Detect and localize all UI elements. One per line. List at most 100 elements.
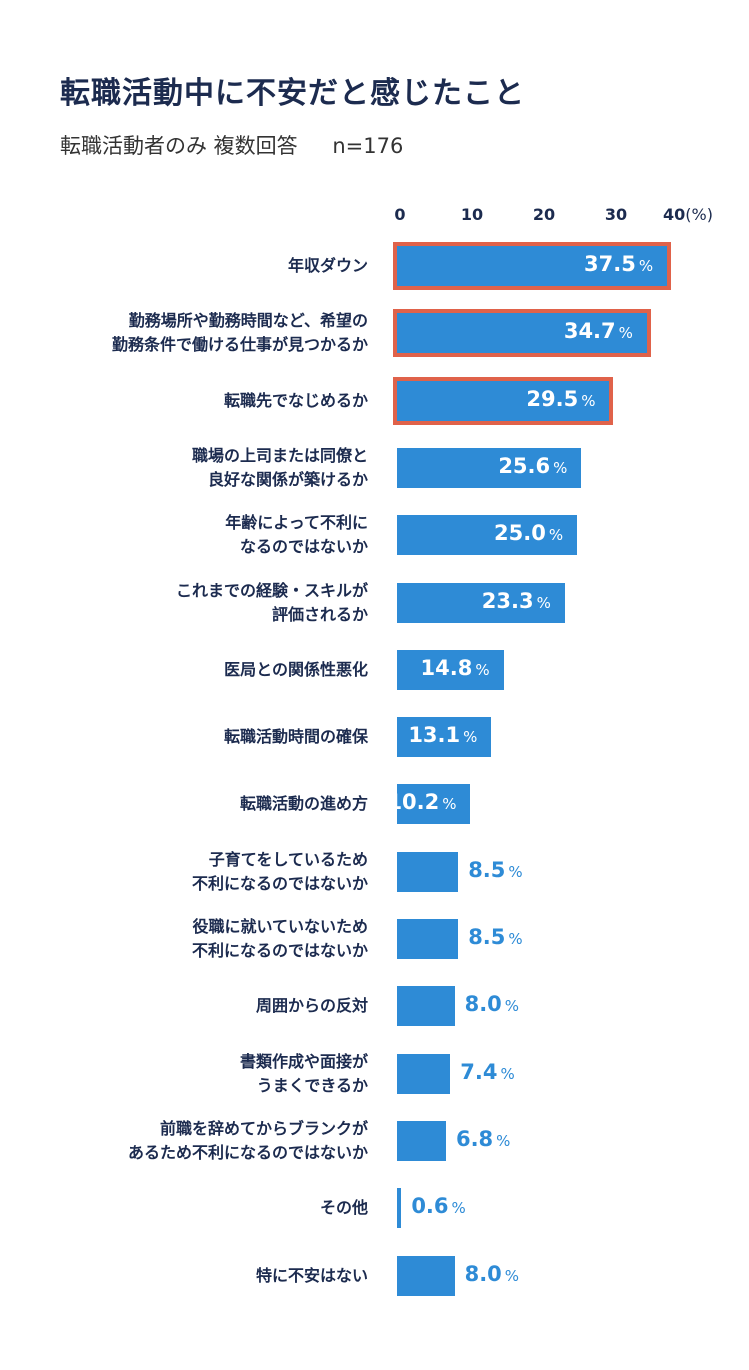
category-label: 年齢によって不利に なるのではないか bbox=[225, 511, 368, 559]
value-number: 8.0 bbox=[464, 992, 502, 1017]
bar bbox=[397, 1255, 455, 1296]
category-label-line: 勤務場所や勤務時間など、希望の bbox=[128, 311, 368, 331]
x-axis-unit: (%) bbox=[685, 205, 713, 224]
x-tick-label: 30 bbox=[604, 205, 628, 224]
bar bbox=[397, 1053, 451, 1094]
category-label-line: 書類作成や面接が bbox=[239, 1051, 368, 1071]
category-label-line: うまくできるか bbox=[256, 1075, 368, 1095]
category-label: 周囲からの反対 bbox=[256, 994, 368, 1018]
value-unit: % bbox=[508, 930, 523, 948]
x-tick-label: 20 bbox=[532, 205, 556, 224]
value-label: 34.7% bbox=[564, 319, 633, 343]
value-unit: % bbox=[504, 997, 520, 1016]
category-label-line: 不利になるのではないか bbox=[191, 941, 368, 960]
category-label-line: 転職先でなじめるか bbox=[223, 390, 368, 410]
value-label: 13.1% bbox=[408, 723, 477, 747]
value-label: 8.0% bbox=[465, 992, 519, 1016]
category-label-line: 年収ダウン bbox=[287, 256, 368, 275]
value-number: 7.4 bbox=[460, 1059, 498, 1084]
category-label: これまでの経験・スキルが 評価されるか bbox=[176, 579, 368, 627]
chart-subtitle: 転職活動者のみ 複数回答 n=176 bbox=[60, 130, 403, 160]
chart-title: 転職活動中に不安だと感じたこと bbox=[60, 76, 525, 111]
category-label-line: 転職活動時間の確保 bbox=[223, 727, 368, 747]
category-label-line: 評価されるか bbox=[271, 604, 368, 624]
sample-size: n=176 bbox=[332, 134, 404, 158]
bar bbox=[397, 986, 455, 1027]
category-label: 医局との関係性悪化 bbox=[224, 658, 368, 682]
value-label: 37.5% bbox=[584, 252, 653, 276]
category-label: 職場の上司または同僚と良好な関係が築けるか bbox=[192, 444, 368, 492]
category-label: 前職を辞めてからブランクがあるため不利になるのではないか bbox=[128, 1117, 368, 1165]
value-number: 10.2 bbox=[387, 790, 440, 815]
value-number: 29.5 bbox=[526, 386, 579, 411]
value-number: 13.1 bbox=[408, 723, 461, 748]
bar bbox=[397, 447, 582, 488]
value-label: 10.2% bbox=[387, 790, 456, 814]
value-unit: % bbox=[548, 526, 564, 545]
bar bbox=[397, 515, 577, 556]
bar bbox=[393, 309, 651, 358]
value-number: 34.7 bbox=[563, 319, 616, 344]
value-unit: % bbox=[442, 795, 457, 814]
category-label-line: 特に不安はない bbox=[255, 1265, 368, 1285]
bar bbox=[397, 649, 504, 690]
value-number: 23.3 bbox=[481, 588, 534, 613]
value-label: 0.6% bbox=[411, 1194, 465, 1218]
category-label: 書類作成や面接がうまくできるか bbox=[240, 1050, 368, 1098]
value-unit: % bbox=[553, 458, 568, 477]
category-label-line: 不利になるのではないか bbox=[191, 873, 368, 893]
category-label-line: あるため不利になるのではないか bbox=[127, 1142, 368, 1162]
value-number: 0.6 bbox=[411, 1194, 449, 1219]
value-label: 25.6% bbox=[498, 454, 567, 478]
value-number: 8.0 bbox=[464, 1261, 502, 1286]
value-number: 37.5 bbox=[584, 252, 636, 276]
category-label-line: 医局との関係性悪化 bbox=[224, 659, 368, 679]
value-number: 6.8 bbox=[455, 1126, 494, 1151]
bar bbox=[397, 919, 459, 959]
value-label: 29.5% bbox=[526, 387, 595, 411]
x-tick-label: 10 bbox=[460, 205, 484, 224]
bar bbox=[397, 717, 492, 758]
x-tick-label: 0 bbox=[394, 205, 406, 224]
category-label: 役職に就いていないため 不利になるのではないか bbox=[192, 915, 368, 963]
value-unit: % bbox=[536, 593, 551, 612]
value-unit: % bbox=[500, 1064, 515, 1083]
category-label-line: 子育てをしているため bbox=[208, 849, 368, 869]
value-unit: % bbox=[463, 728, 478, 747]
value-unit: % bbox=[618, 324, 633, 343]
value-label: 25.0% bbox=[494, 521, 563, 545]
category-label-line: 職場の上司または同僚と bbox=[191, 445, 368, 465]
category-label-line: なるのではないか bbox=[239, 537, 368, 557]
category-label: 特に不安はない bbox=[256, 1264, 368, 1288]
value-unit: % bbox=[451, 1199, 466, 1218]
category-label: 子育てをしているため不利になるのではないか bbox=[192, 848, 368, 896]
value-unit: % bbox=[581, 391, 596, 410]
value-label: 8.0% bbox=[465, 1262, 519, 1286]
category-label: 転職先でなじめるか bbox=[224, 389, 368, 413]
value-unit: % bbox=[504, 1266, 520, 1285]
value-number: 8.5 bbox=[468, 925, 506, 949]
value-number: 25.0 bbox=[494, 521, 546, 546]
category-label-line: 役職に就いていないため bbox=[192, 917, 368, 936]
bar bbox=[392, 376, 614, 425]
category-label-line: 転職活動の進め方 bbox=[239, 794, 368, 814]
category-label: 年収ダウン bbox=[288, 254, 368, 278]
category-label: その他 bbox=[320, 1196, 368, 1220]
bar bbox=[393, 242, 671, 290]
value-unit: % bbox=[496, 1131, 511, 1150]
value-number: 14.8 bbox=[420, 655, 473, 680]
bar bbox=[397, 1120, 446, 1161]
category-label-line: 前職を辞めてからブランクが bbox=[159, 1118, 368, 1138]
bar bbox=[397, 784, 471, 825]
value-label: 14.8% bbox=[421, 656, 490, 680]
bar bbox=[397, 1188, 401, 1229]
category-label: 転職活動の進め方 bbox=[240, 792, 368, 816]
category-label-line: 勤務条件で働ける仕事が見つかるか bbox=[111, 335, 368, 355]
category-label-line: 良好な関係が築けるか bbox=[207, 469, 368, 489]
category-label-line: 周囲からの反対 bbox=[255, 996, 368, 1016]
x-tick-label: 40(%) bbox=[663, 205, 713, 224]
value-unit: % bbox=[638, 257, 654, 275]
value-label: 23.3% bbox=[482, 589, 551, 613]
subtitle-text: 転職活動者のみ 複数回答 bbox=[60, 134, 298, 158]
value-label: 8.5% bbox=[468, 858, 522, 882]
